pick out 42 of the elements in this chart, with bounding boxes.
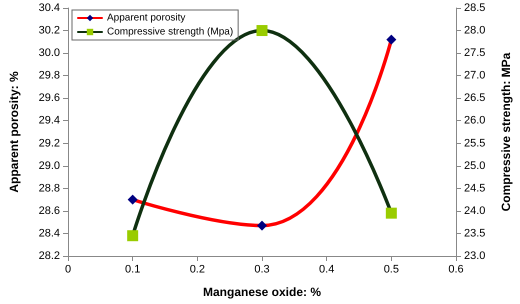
y2-tick-label: 28.5: [464, 2, 486, 14]
y2-tick-label: 24.5: [464, 182, 486, 194]
y2-tick-label: 27.5: [464, 47, 486, 60]
y-tick-label: 30.2: [38, 24, 60, 37]
legend-label: Compressive strength (Mpa): [107, 26, 234, 38]
y-tick-label: 29.0: [38, 160, 60, 172]
y-tick-label: 30.0: [38, 47, 60, 60]
y-tick-label: 29.8: [38, 70, 60, 82]
point: [128, 194, 138, 205]
y2-axis-title: Compressive strength: MPa: [499, 52, 513, 212]
x-tick-label: 0.3: [254, 264, 270, 276]
y-tick-label: 28.8: [38, 182, 60, 194]
y2-tick-label: 25.0: [464, 160, 486, 172]
point: [127, 230, 138, 242]
y2-tick-label: 23.0: [464, 250, 486, 262]
y-tick-label: 28.4: [38, 227, 60, 240]
x-tick-label: 0: [64, 264, 72, 276]
y-tick-label: 28.6: [38, 204, 60, 217]
y2-tick-label: 27.0: [464, 70, 486, 82]
point: [256, 25, 268, 36]
y2-tick-label: 26.5: [464, 92, 486, 104]
x-tick-label: 0.4: [319, 264, 334, 276]
y2-tick-label: 26.0: [464, 114, 486, 127]
x-tick-label: 0.2: [190, 264, 205, 276]
point: [386, 34, 396, 45]
point: [386, 208, 397, 219]
y-tick-label: 29.2: [38, 137, 60, 150]
y-tick-label: 29.6: [38, 92, 60, 104]
x-tick-label: 0.1: [125, 264, 140, 276]
legend-label: Apparent porosity: [107, 12, 186, 24]
y-axis-title: Apparent porosity: %: [7, 71, 21, 193]
point: [257, 220, 267, 231]
y-tick-label: 29.4: [38, 114, 60, 127]
x-tick-label: 0.5: [384, 264, 399, 276]
y2-tick-label: 23.5: [464, 227, 486, 240]
y-tick-label: 28.2: [38, 250, 60, 262]
y2-tick-label: 25.5: [464, 137, 486, 150]
y2-tick-label: 24.0: [464, 204, 486, 217]
x-tick-label: 0.6: [448, 264, 464, 276]
y2-tick-label: 28.0: [464, 24, 486, 37]
y-tick-label: 30.4: [38, 2, 60, 14]
x-axis-title: Manganese oxide: %: [202, 285, 322, 299]
